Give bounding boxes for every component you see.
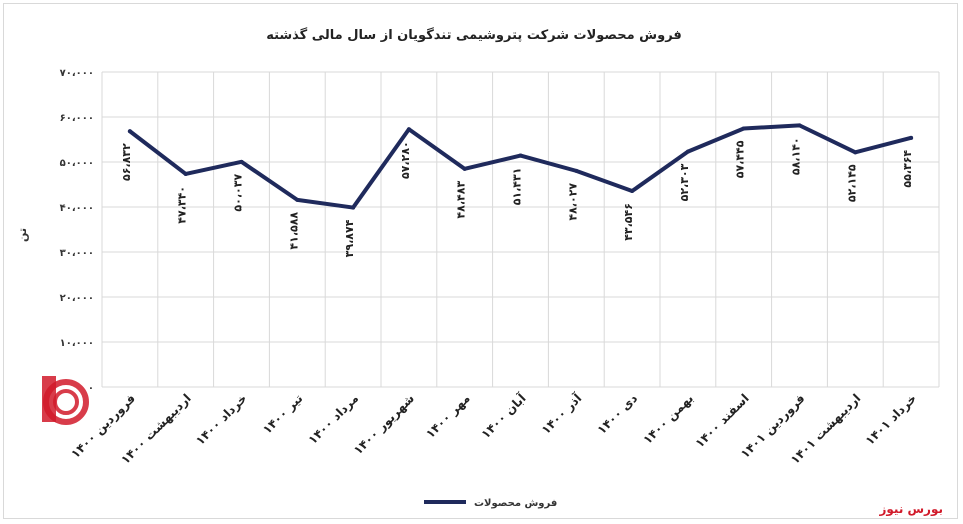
- y-tick-label: ۷۰،۰۰۰: [60, 68, 94, 79]
- legend: فروش محصولات: [424, 498, 557, 509]
- x-tick-label: مهر ۱۴۰۰: [423, 391, 473, 441]
- y-tick-label: ۶۰،۰۰۰: [60, 113, 94, 124]
- data-point: [351, 205, 356, 210]
- data-point: [462, 166, 467, 171]
- y-tick-label: ۳۰،۰۰۰: [60, 248, 94, 259]
- y-tick-label: ۴۰،۰۰۰: [60, 203, 94, 214]
- y-tick-label: ۰: [88, 383, 94, 394]
- data-point: [127, 129, 132, 134]
- data-labels: ۵۶،۸۳۲ ۴۷،۳۴۰ ۵۰،۰۳۷ ۴۱،۵۸۸ ۳۹،۸۷۴ ۵۷،۲۸۰ ۴۸،۴…: [120, 137, 914, 257]
- x-tick-label: تیر ۱۴۰۰: [260, 391, 305, 436]
- footer-brand: بورس نیوز: [879, 502, 943, 516]
- data-label: ۵۷،۲۸۰: [399, 141, 412, 179]
- data-label: ۵۱،۴۳۱: [511, 168, 524, 206]
- x-tick-label: مرداد ۱۴۰۰: [305, 391, 361, 447]
- chart-title: فروش محصولات شرکت پتروشیمی تندگویان از س…: [266, 27, 682, 43]
- y-axis-label: تن: [16, 228, 29, 242]
- data-label: ۵۰،۰۳۷: [232, 174, 245, 212]
- y-axis: ۰ ۱۰،۰۰۰ ۲۰،۰۰۰ ۳۰،۰۰۰ ۴۰،۰۰۰ ۵۰،۰۰۰ ۶۰،۰۰۰ ۷۰،…: [60, 68, 94, 394]
- x-tick-label: اسفند ۱۴۰۰: [693, 391, 752, 450]
- data-point: [239, 159, 244, 164]
- y-tick-label: ۱۰،۰۰۰: [60, 338, 94, 349]
- data-label: ۵۲،۱۴۵: [845, 164, 858, 202]
- data-point: [797, 123, 802, 128]
- data-label: ۴۷،۳۴۰: [176, 186, 189, 224]
- brand-watermark-icon: [42, 376, 89, 425]
- series: [127, 123, 914, 210]
- data-label: ۵۸،۱۴۰: [790, 137, 803, 175]
- x-tick-label: خرداد ۱۴۰۰: [193, 391, 250, 448]
- grid: [101, 71, 940, 388]
- data-label: ۴۱،۵۸۸: [287, 212, 300, 250]
- x-tick-label: خرداد ۱۴۰۱: [863, 391, 920, 448]
- data-point: [183, 171, 188, 176]
- data-point: [853, 150, 858, 155]
- y-tick-label: ۵۰،۰۰۰: [60, 158, 94, 169]
- chart-frame: فروش محصولات شرکت پتروشیمی تندگویان از س…: [3, 3, 958, 519]
- data-point: [630, 189, 635, 194]
- data-label: ۵۵،۳۶۴: [901, 150, 914, 188]
- data-label: ۳۹،۸۷۴: [343, 219, 356, 257]
- data-label: ۴۳،۵۴۶: [622, 203, 635, 241]
- data-label: ۵۷،۴۴۵: [734, 140, 747, 178]
- data-label: ۵۶،۸۳۲: [120, 143, 133, 181]
- x-tick-label: بهمن ۱۴۰۰: [640, 391, 696, 447]
- line-chart: فروش محصولات شرکت پتروشیمی تندگویان از س…: [16, 27, 940, 509]
- x-tick-label: دی ۱۴۰۰: [595, 391, 641, 437]
- data-label: ۴۸،۴۸۳: [455, 181, 468, 219]
- data-point: [685, 149, 690, 154]
- data-point: [295, 197, 300, 202]
- data-label: ۵۲،۳۰۳: [678, 163, 691, 201]
- data-label: ۴۸،۰۲۷: [566, 183, 579, 221]
- x-tick-label: آبان ۱۴۰۰: [478, 390, 529, 441]
- data-point: [518, 153, 523, 158]
- data-point: [574, 168, 579, 173]
- y-tick-label: ۲۰،۰۰۰: [60, 293, 94, 304]
- x-tick-label: آذر ۱۴۰۰: [538, 390, 585, 437]
- data-point: [406, 127, 411, 132]
- data-point: [909, 135, 914, 140]
- data-point: [741, 126, 746, 131]
- legend-label: فروش محصولات: [474, 498, 557, 509]
